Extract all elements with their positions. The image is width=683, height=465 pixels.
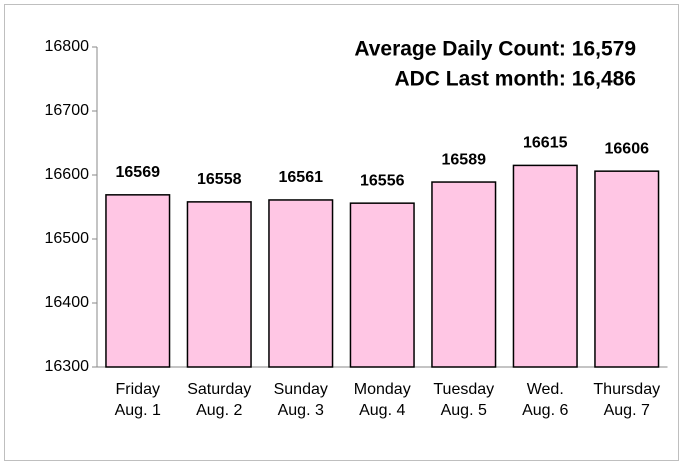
annotation: Average Daily Count: 16,579 <box>354 38 636 61</box>
x-tick-label: Aug. 4 <box>359 402 405 419</box>
y-tick-label: 16500 <box>45 230 90 247</box>
y-tick-label: 16400 <box>45 294 90 311</box>
data-label: 16569 <box>116 164 161 181</box>
data-label: 16558 <box>197 171 242 188</box>
x-tick-label: Aug. 2 <box>196 402 242 419</box>
data-label: 16589 <box>442 151 487 168</box>
x-tick-label: Aug. 5 <box>441 402 487 419</box>
x-tick-label: Wed. <box>527 381 564 398</box>
bar <box>512 164 578 368</box>
annotation: ADC Last month: 16,486 <box>394 68 636 91</box>
x-tick-label: Aug. 7 <box>604 402 650 419</box>
x-tick-label: Monday <box>354 381 411 398</box>
bar <box>105 194 171 368</box>
data-label: 16556 <box>360 172 405 189</box>
y-tick-label: 16700 <box>45 102 90 119</box>
x-tick-label: Thursday <box>593 381 660 398</box>
x-tick-label: Aug. 3 <box>278 402 324 419</box>
data-label: 16615 <box>523 135 568 152</box>
y-tick-label: 16800 <box>45 38 90 55</box>
bar <box>431 181 497 368</box>
x-tick-label: Friday <box>116 381 160 398</box>
data-label: 16561 <box>279 169 324 186</box>
y-tick-label: 16600 <box>45 166 90 183</box>
data-label: 16606 <box>605 140 650 157</box>
bar <box>349 202 415 368</box>
x-tick-label: Saturday <box>187 381 251 398</box>
x-tick-label: Aug. 6 <box>522 402 568 419</box>
x-tick-label: Tuesday <box>433 381 494 398</box>
y-tick-label: 16300 <box>45 358 90 375</box>
x-tick-label: Sunday <box>274 381 328 398</box>
x-tick-label: Aug. 1 <box>115 402 161 419</box>
bar <box>268 199 334 368</box>
bar <box>186 201 252 368</box>
bar <box>594 170 660 368</box>
